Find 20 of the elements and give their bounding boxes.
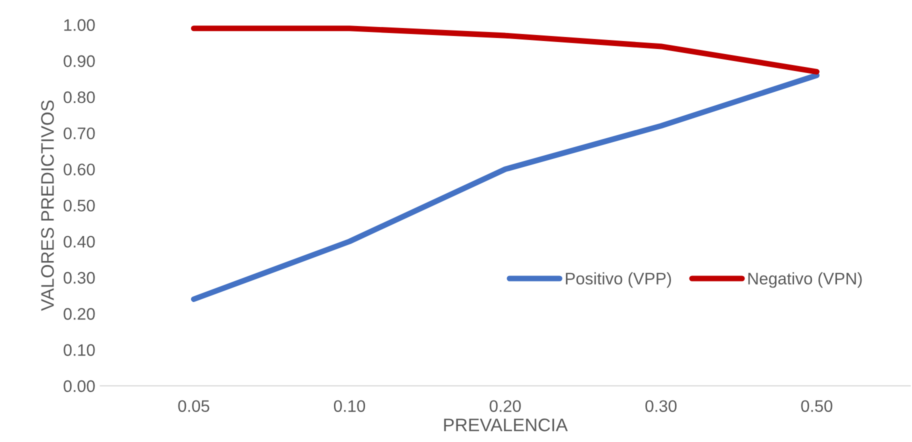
- x-tick-label: 0.30: [645, 400, 677, 412]
- x-axis-title: PREVALENCIA: [444, 418, 568, 432]
- x-tick-label: 0.50: [801, 400, 832, 412]
- legend-label: Negativo (VPN): [748, 272, 862, 288]
- y-tick-label: 0.60: [64, 164, 95, 176]
- y-tick-label: 0.30: [64, 272, 95, 284]
- x-tick-label: 0.10: [334, 400, 366, 412]
- y-tick-label: 0.10: [64, 344, 95, 356]
- x-tick-label: 0.05: [178, 400, 210, 412]
- y-tick-label: 0.00: [64, 380, 95, 392]
- y-axis-title: VALORES PREDICTIVOS: [41, 100, 54, 311]
- y-tick-label: 0.50: [64, 200, 95, 212]
- y-tick-label: 1.00: [64, 19, 95, 31]
- y-tick-label: 0.80: [64, 91, 95, 104]
- y-tick-label: 0.40: [64, 236, 95, 248]
- y-tick-label: 0.90: [64, 55, 95, 68]
- legend-label: Positivo (VPP): [566, 272, 671, 288]
- y-tick-label: 0.20: [64, 308, 95, 320]
- y-tick-label: 0.70: [64, 127, 95, 140]
- x-tick-label: 0.20: [490, 400, 521, 412]
